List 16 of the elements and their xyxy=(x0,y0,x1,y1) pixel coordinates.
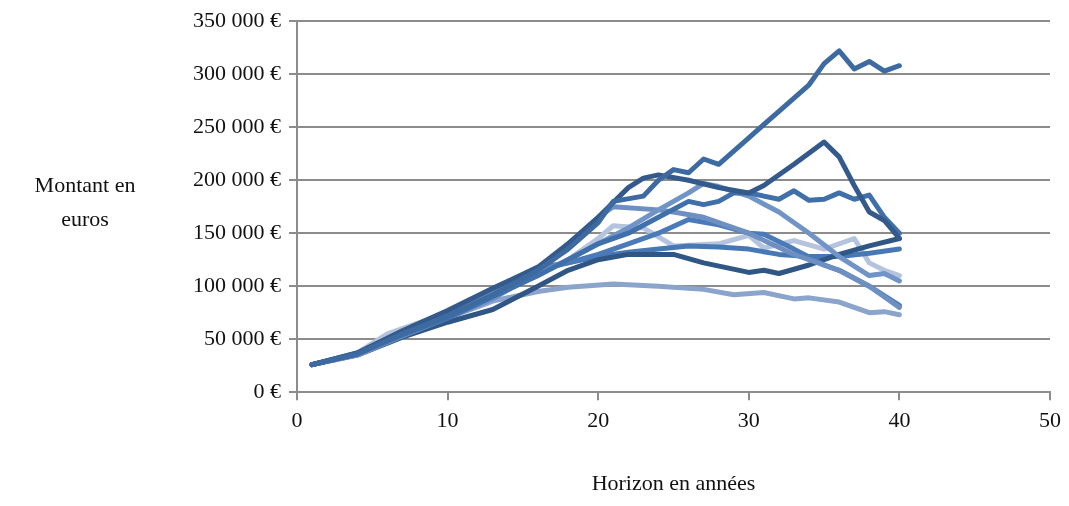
y-tick-label: 150 000 € xyxy=(193,218,281,244)
x-axis-title: Horizon en années xyxy=(591,469,756,495)
y-tick-label: 50 000 € xyxy=(204,324,281,350)
y-tick-label: 100 000 € xyxy=(193,271,281,297)
y-tick-label: 350 000 € xyxy=(193,6,281,32)
y-tick-label: 300 000 € xyxy=(193,59,281,85)
x-tick-label: 40 xyxy=(888,407,911,433)
x-tick-label: 50 xyxy=(1039,407,1061,433)
y-tick-label: 200 000 € xyxy=(193,165,281,191)
x-tick-label: 10 xyxy=(436,407,459,433)
x-tick-label: 0 xyxy=(291,407,303,433)
x-tick-label: 20 xyxy=(587,407,610,433)
x-tick-label: 30 xyxy=(737,407,760,433)
y-axis-title: Montant en euros xyxy=(33,171,137,233)
y-tick-label: 0 € xyxy=(253,377,281,403)
y-tick-label: 250 000 € xyxy=(193,112,281,138)
